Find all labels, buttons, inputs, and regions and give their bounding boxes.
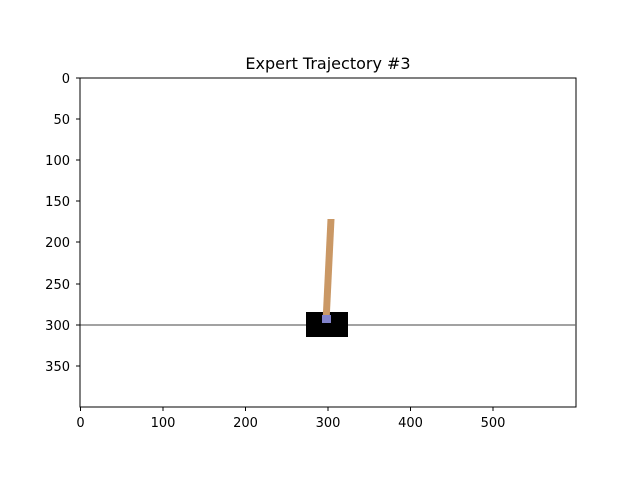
y-tick-label: 150 bbox=[45, 195, 70, 210]
x-axis: 0 100 200 300 400 500 bbox=[76, 407, 505, 431]
x-tick-label: 100 bbox=[151, 416, 176, 431]
x-tick-label: 0 bbox=[76, 416, 84, 431]
plot-area bbox=[79, 77, 577, 408]
x-tick-label: 500 bbox=[481, 416, 506, 431]
y-tick-label: 50 bbox=[53, 113, 70, 128]
x-tick-label: 400 bbox=[398, 416, 423, 431]
y-tick-label: 350 bbox=[45, 360, 70, 375]
y-tick-label: 300 bbox=[45, 319, 70, 334]
figure-title: Expert Trajectory #3 bbox=[245, 54, 410, 73]
axle-joint bbox=[322, 315, 331, 323]
y-axis: 0 50 100 150 200 250 300 350 bbox=[45, 72, 80, 375]
x-tick-label: 300 bbox=[316, 416, 341, 431]
x-tick-label: 200 bbox=[233, 416, 258, 431]
y-tick-label: 100 bbox=[45, 154, 70, 169]
y-tick-label: 200 bbox=[45, 236, 70, 251]
y-tick-label: 250 bbox=[45, 278, 70, 293]
pole bbox=[322, 219, 335, 322]
y-tick-label: 0 bbox=[62, 72, 70, 87]
